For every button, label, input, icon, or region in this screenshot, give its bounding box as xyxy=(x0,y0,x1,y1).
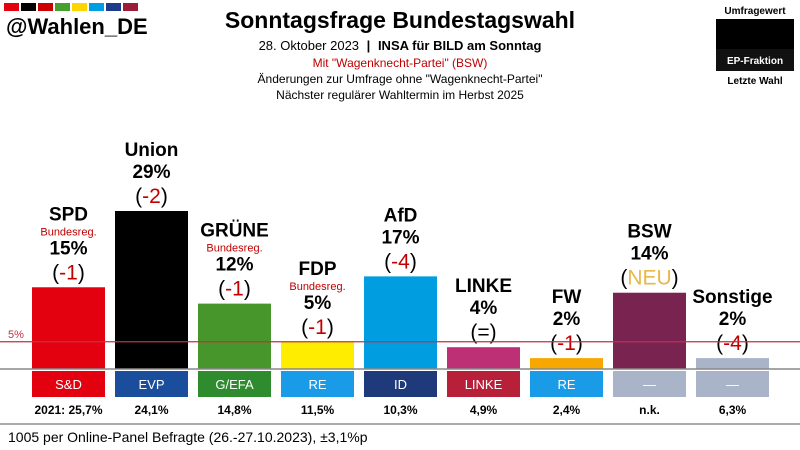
ep-fraction-cell xyxy=(364,371,437,397)
government-tag: Bundesreg. xyxy=(40,226,96,238)
party-name: Sonstige xyxy=(692,287,772,308)
legend-fraction-swatch xyxy=(716,49,794,71)
ep-fraction-label: G/EFA xyxy=(215,377,254,392)
bar-union xyxy=(115,211,188,369)
party-name: AfD xyxy=(384,205,418,226)
value-label: 12% xyxy=(215,255,253,276)
party-name: Union xyxy=(125,140,179,161)
change-label: (NEU) xyxy=(620,267,678,290)
ep-fraction-cell xyxy=(447,371,520,397)
value-label: 29% xyxy=(132,162,170,183)
value-label: 4% xyxy=(470,298,498,319)
party-name: GRÜNE xyxy=(200,221,269,242)
legend-last-label: Letzte Wahl xyxy=(727,76,782,87)
flag-color-block xyxy=(106,3,121,11)
ep-fraction-label: RE xyxy=(308,377,326,392)
last-election-value: 2021: 25,7% xyxy=(34,403,102,417)
bar-bsw xyxy=(613,292,686,369)
party-name: BSW xyxy=(627,222,671,243)
ep-fraction-label: EVP xyxy=(138,377,164,392)
flag-color-block xyxy=(72,3,87,11)
flag-color-block xyxy=(89,3,104,11)
ep-fraction-cell xyxy=(115,371,188,397)
party-name: FW xyxy=(552,287,582,308)
party-name: SPD xyxy=(49,204,88,225)
value-label: 14% xyxy=(630,244,668,265)
ep-fraction-cell xyxy=(530,371,603,397)
source-text: INSA für BILD am Sonntag xyxy=(378,38,542,53)
date-text: 28. Oktober 2023 xyxy=(259,38,359,53)
change-label: (-1) xyxy=(301,316,334,339)
last-election-value: n.k. xyxy=(639,403,660,417)
government-tag: Bundesreg. xyxy=(289,281,345,293)
separator-text: | xyxy=(367,38,371,53)
change-label: (-1) xyxy=(218,278,251,301)
ep-fraction-label: RE xyxy=(557,377,575,392)
last-election-value: 11,5% xyxy=(301,403,335,417)
changes-note: Änderungen zur Umfrage ohne "Wagenknecht… xyxy=(258,72,543,86)
legend-fraction-label: EP-Fraktion xyxy=(727,56,783,67)
flag-color-block xyxy=(55,3,70,11)
government-tag: Bundesreg. xyxy=(206,243,262,255)
ep-fraction-label: S&D xyxy=(55,377,82,392)
bsw-note: Mit "Wagenknecht-Partei" (BSW) xyxy=(313,56,488,70)
value-label: 15% xyxy=(49,238,87,259)
bar-spd xyxy=(32,287,105,369)
bar-linke xyxy=(447,347,520,369)
value-label: 2% xyxy=(553,309,581,330)
change-label: (-4) xyxy=(716,332,749,355)
ep-fraction-label: ID xyxy=(394,377,407,392)
ep-fraction-label: LINKE xyxy=(465,377,503,392)
footer-text: 1005 per Online-Panel Befragte (26.-27.1… xyxy=(8,429,368,445)
value-label: 17% xyxy=(381,227,419,248)
change-label: (-1) xyxy=(550,332,583,355)
value-label: 5% xyxy=(304,293,332,314)
legend-value-label: Umfragewert xyxy=(724,6,786,17)
last-election-value: 14,8% xyxy=(217,403,251,417)
flag-color-block xyxy=(123,3,138,11)
handle-text: @Wahlen_DE xyxy=(6,14,148,39)
last-election-value: 4,9% xyxy=(470,403,498,417)
bar-afd xyxy=(364,276,437,369)
ep-fraction-label: — xyxy=(643,377,656,392)
change-label: (-1) xyxy=(52,261,85,284)
ep-fraction-cell xyxy=(281,371,354,397)
flag-color-block xyxy=(4,3,19,11)
ep-fraction-cell xyxy=(696,371,769,397)
last-election-value: 10,3% xyxy=(383,403,417,417)
bar-grüne xyxy=(198,303,271,369)
ep-fraction-cell xyxy=(198,371,271,397)
chart-title: Sonntagsfrage Bundestagswahl xyxy=(225,7,575,33)
change-label: (-4) xyxy=(384,250,417,273)
change-label: (=) xyxy=(470,321,496,344)
bar-fdp xyxy=(281,341,354,369)
change-label: (-2) xyxy=(135,185,168,208)
flag-strip xyxy=(4,3,138,11)
value-label: 2% xyxy=(719,309,747,330)
threshold-label: 5% xyxy=(8,329,24,341)
last-election-value: 6,3% xyxy=(719,403,747,417)
subtitle-line: 28. Oktober 2023 | INSA für BILD am Sonn… xyxy=(259,38,542,53)
last-election-value: 2,4% xyxy=(553,403,581,417)
legend-value-swatch xyxy=(716,19,794,49)
ep-fraction-label: — xyxy=(726,377,739,392)
last-election-value: 24,1% xyxy=(134,403,168,417)
bar-sonstige xyxy=(696,358,769,369)
next-election-note: Nächster regulärer Wahltermin im Herbst … xyxy=(276,88,524,102)
bar-fw xyxy=(530,358,603,369)
flag-color-block xyxy=(38,3,53,11)
ep-fraction-cell xyxy=(613,371,686,397)
ep-fraction-cell xyxy=(32,371,105,397)
flag-color-block xyxy=(21,3,36,11)
party-name: FDP xyxy=(299,259,337,280)
party-name: LINKE xyxy=(455,276,512,297)
